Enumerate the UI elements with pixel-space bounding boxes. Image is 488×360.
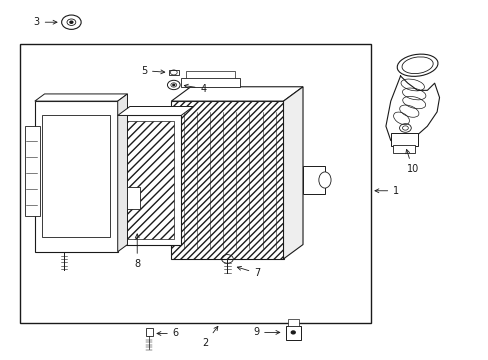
Text: 3: 3 — [34, 17, 57, 27]
Bar — [118, 116, 181, 244]
Text: 6: 6 — [157, 328, 179, 338]
Bar — [171, 101, 283, 259]
Ellipse shape — [396, 54, 437, 76]
Circle shape — [172, 84, 174, 86]
Polygon shape — [118, 94, 127, 252]
Text: 10: 10 — [405, 149, 418, 174]
Bar — [168, 70, 178, 75]
Bar — [146, 328, 153, 336]
Bar — [42, 116, 110, 237]
Bar — [181, 78, 239, 87]
Polygon shape — [118, 107, 193, 116]
Text: 1: 1 — [374, 186, 399, 196]
Bar — [35, 101, 118, 252]
Bar — [390, 134, 417, 146]
Ellipse shape — [401, 57, 432, 73]
Text: 9: 9 — [252, 327, 279, 337]
Text: 2: 2 — [202, 327, 218, 348]
Ellipse shape — [318, 172, 330, 188]
Polygon shape — [35, 94, 127, 101]
Text: 5: 5 — [141, 66, 164, 76]
Text: 8: 8 — [134, 234, 140, 269]
Bar — [25, 126, 40, 216]
Text: 4: 4 — [184, 84, 206, 94]
Circle shape — [291, 331, 295, 334]
Circle shape — [70, 21, 73, 23]
Bar — [20, 44, 370, 323]
Text: 7: 7 — [237, 266, 260, 278]
Bar — [287, 319, 298, 326]
Bar — [303, 166, 325, 194]
Polygon shape — [171, 87, 303, 101]
Bar — [392, 145, 414, 153]
Bar — [125, 121, 173, 239]
Bar — [285, 326, 300, 339]
Bar — [127, 187, 140, 209]
Polygon shape — [283, 87, 303, 259]
Bar — [185, 71, 234, 78]
